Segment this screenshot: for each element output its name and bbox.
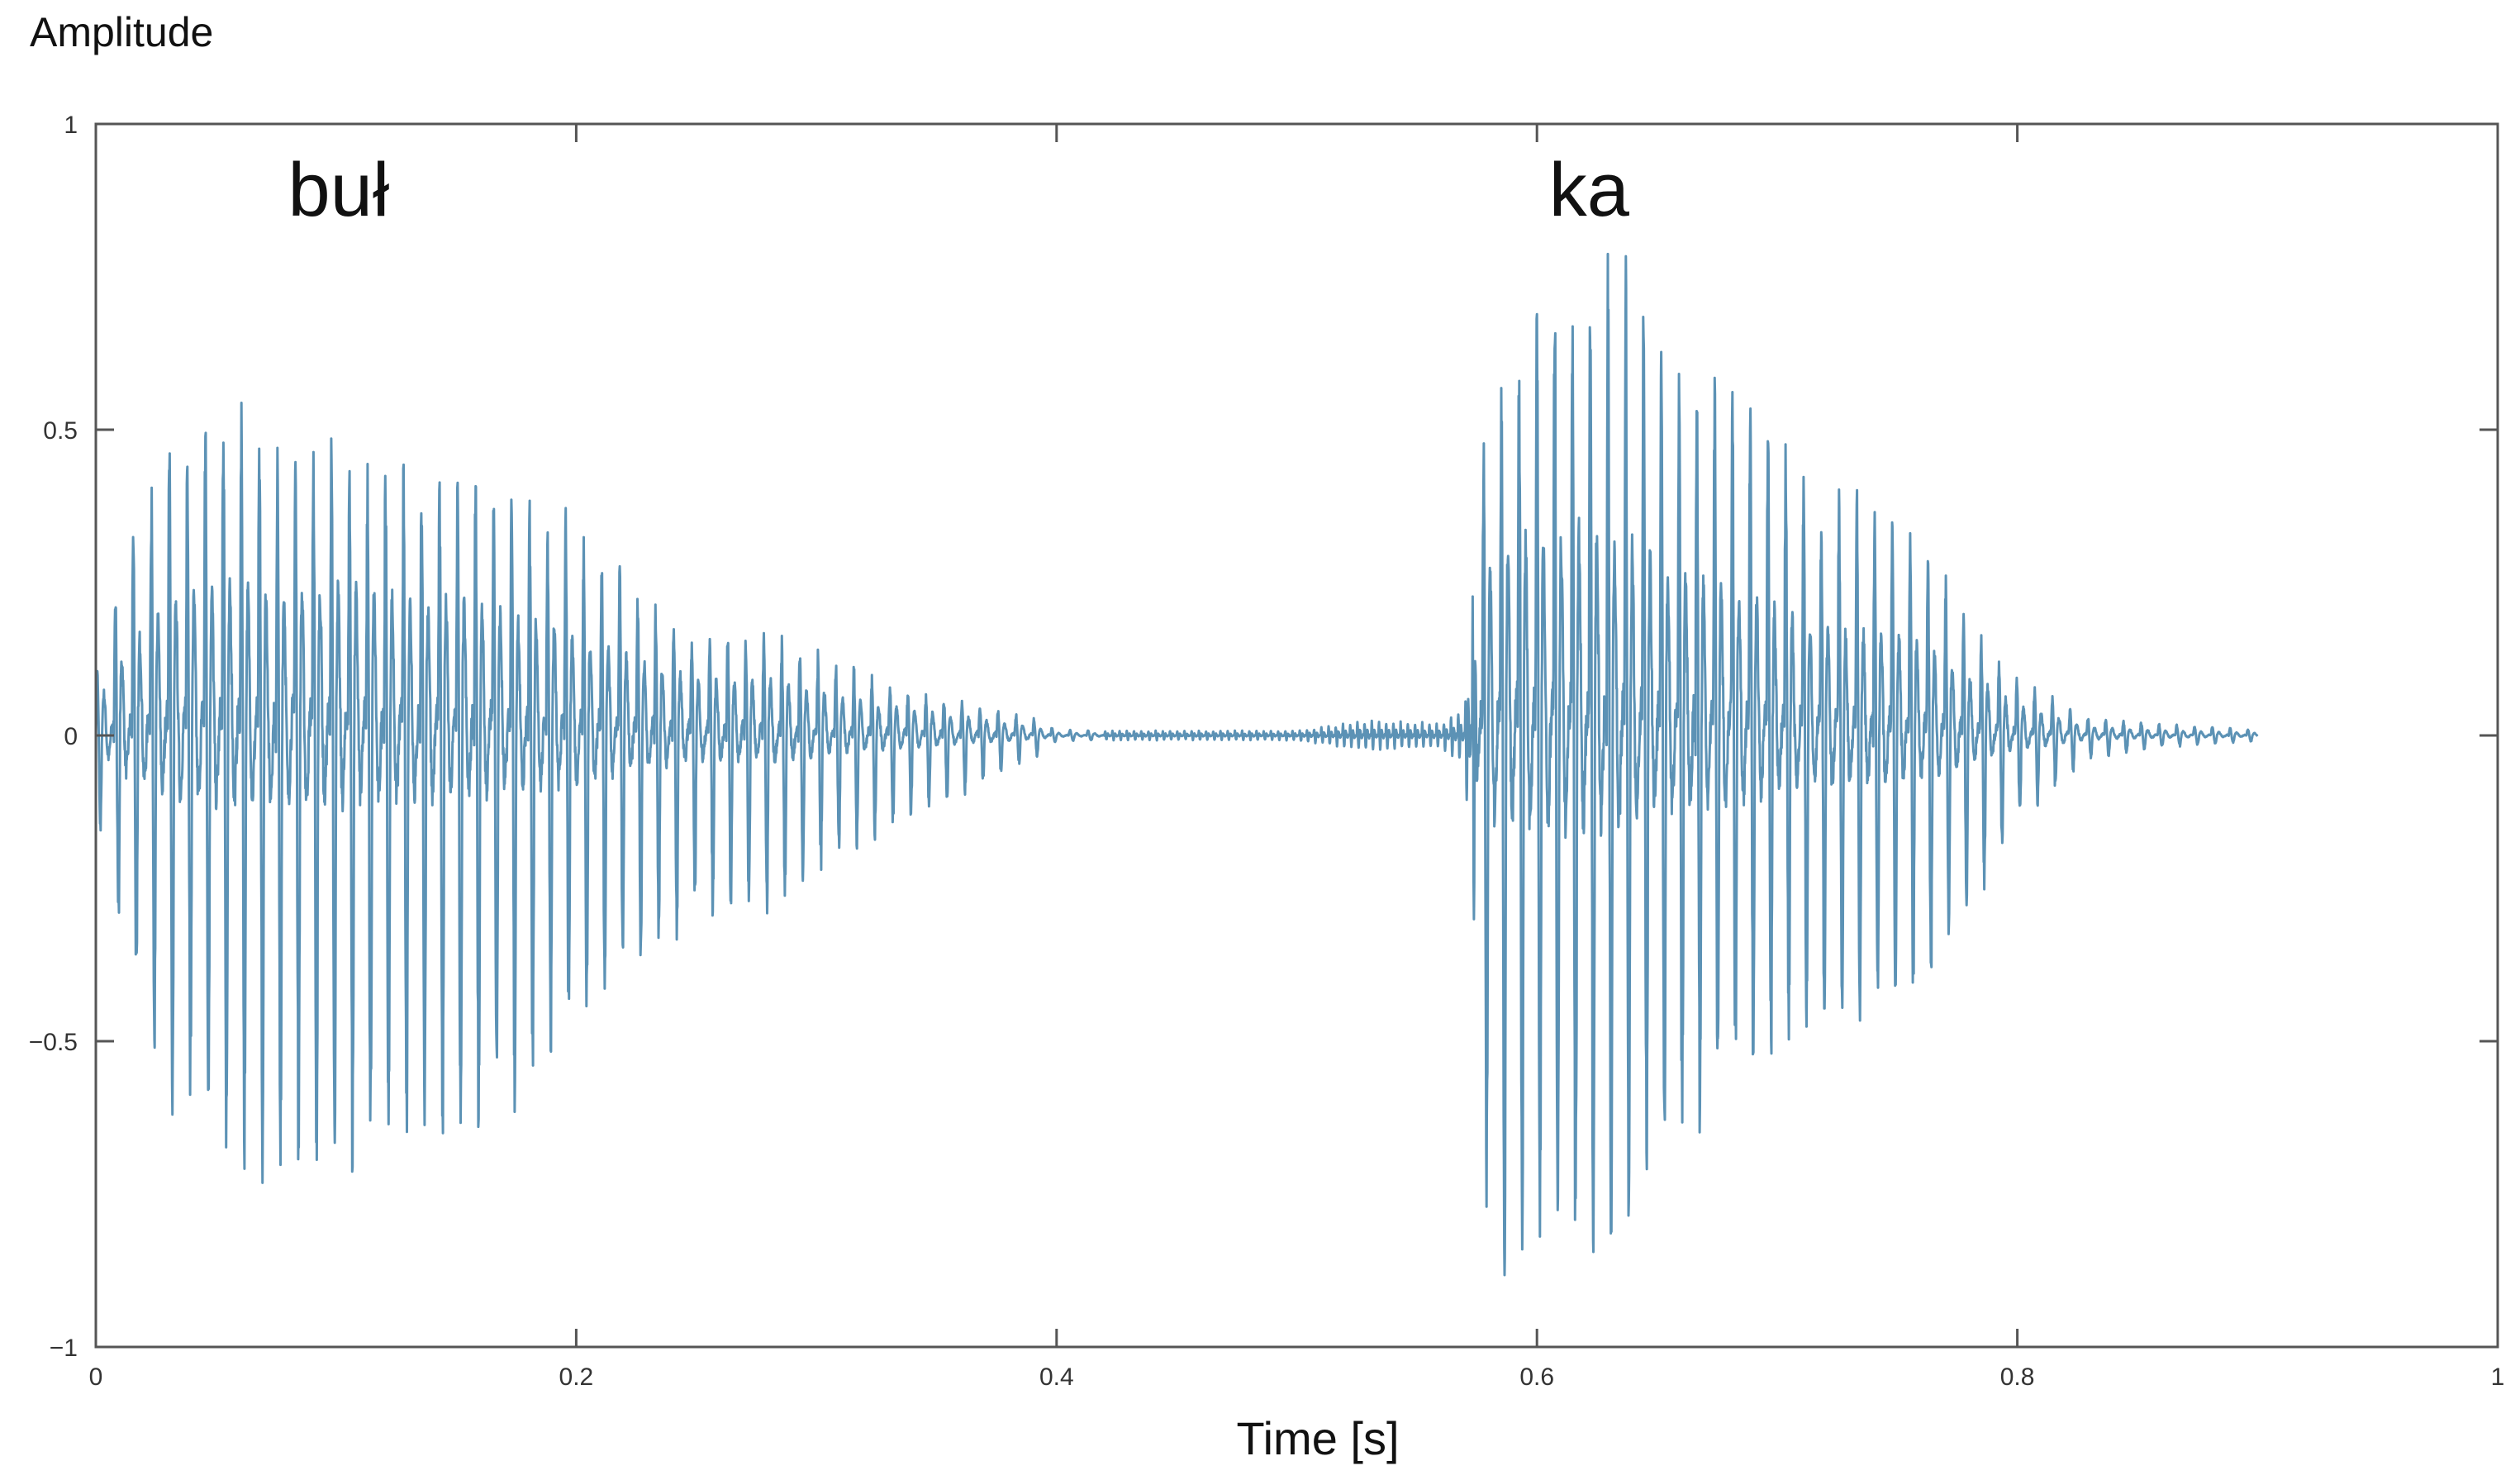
y-tick-label: −1 [50,1335,78,1362]
x-tick-label: 0.6 [1519,1363,1554,1391]
syllable-label: ka [1549,148,1630,232]
x-tick-label: 0 [89,1363,103,1391]
y-tick-label: 1 [64,112,78,139]
x-tick-label: 0.4 [1039,1363,1074,1391]
syllable-label: buł [288,148,390,232]
syllable-annotations: buł ka [288,148,1630,232]
axis-ticks: 0 0.2 0.4 0.6 0.8 1 1 0.5 0 −0.5 −1 [29,112,2505,1391]
y-axis-label: Amplitude [30,9,213,55]
waveform-line [94,252,2259,1277]
x-axis-label: Time [s] [1236,1412,1399,1464]
x-tick-label: 1 [2491,1363,2505,1391]
x-tick-label: 0.8 [2000,1363,2035,1391]
y-tick-label: 0.5 [43,417,78,445]
y-tick-label: 0 [64,723,78,750]
waveform-series [94,252,2259,1277]
y-tick-label: −0.5 [29,1029,78,1056]
x-tick-label: 0.2 [559,1363,594,1391]
